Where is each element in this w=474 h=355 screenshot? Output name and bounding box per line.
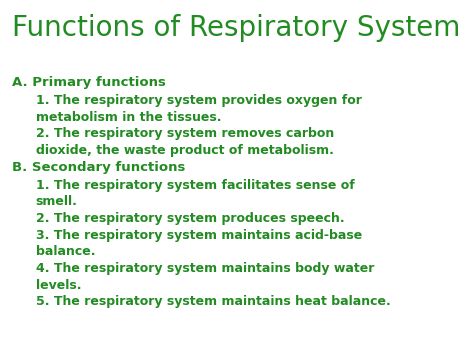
- Text: 2. The respiratory system produces speech.: 2. The respiratory system produces speec…: [36, 212, 344, 225]
- Text: dioxide, the waste product of metabolism.: dioxide, the waste product of metabolism…: [36, 144, 333, 157]
- Text: levels.: levels.: [36, 279, 81, 292]
- Text: smell.: smell.: [36, 195, 77, 208]
- Text: Functions of Respiratory System: Functions of Respiratory System: [12, 14, 460, 42]
- Text: 1. The respiratory system facilitates sense of: 1. The respiratory system facilitates se…: [36, 179, 354, 192]
- Text: 2. The respiratory system removes carbon: 2. The respiratory system removes carbon: [36, 127, 334, 141]
- Text: 3. The respiratory system maintains acid-base: 3. The respiratory system maintains acid…: [36, 229, 362, 242]
- Text: B. Secondary functions: B. Secondary functions: [12, 161, 185, 174]
- Text: 1. The respiratory system provides oxygen for: 1. The respiratory system provides oxyge…: [36, 94, 361, 107]
- Text: 4. The respiratory system maintains body water: 4. The respiratory system maintains body…: [36, 262, 374, 275]
- Text: A. Primary functions: A. Primary functions: [12, 76, 166, 89]
- Text: balance.: balance.: [36, 245, 95, 258]
- Text: 5. The respiratory system maintains heat balance.: 5. The respiratory system maintains heat…: [36, 295, 390, 308]
- Text: metabolism in the tissues.: metabolism in the tissues.: [36, 111, 221, 124]
